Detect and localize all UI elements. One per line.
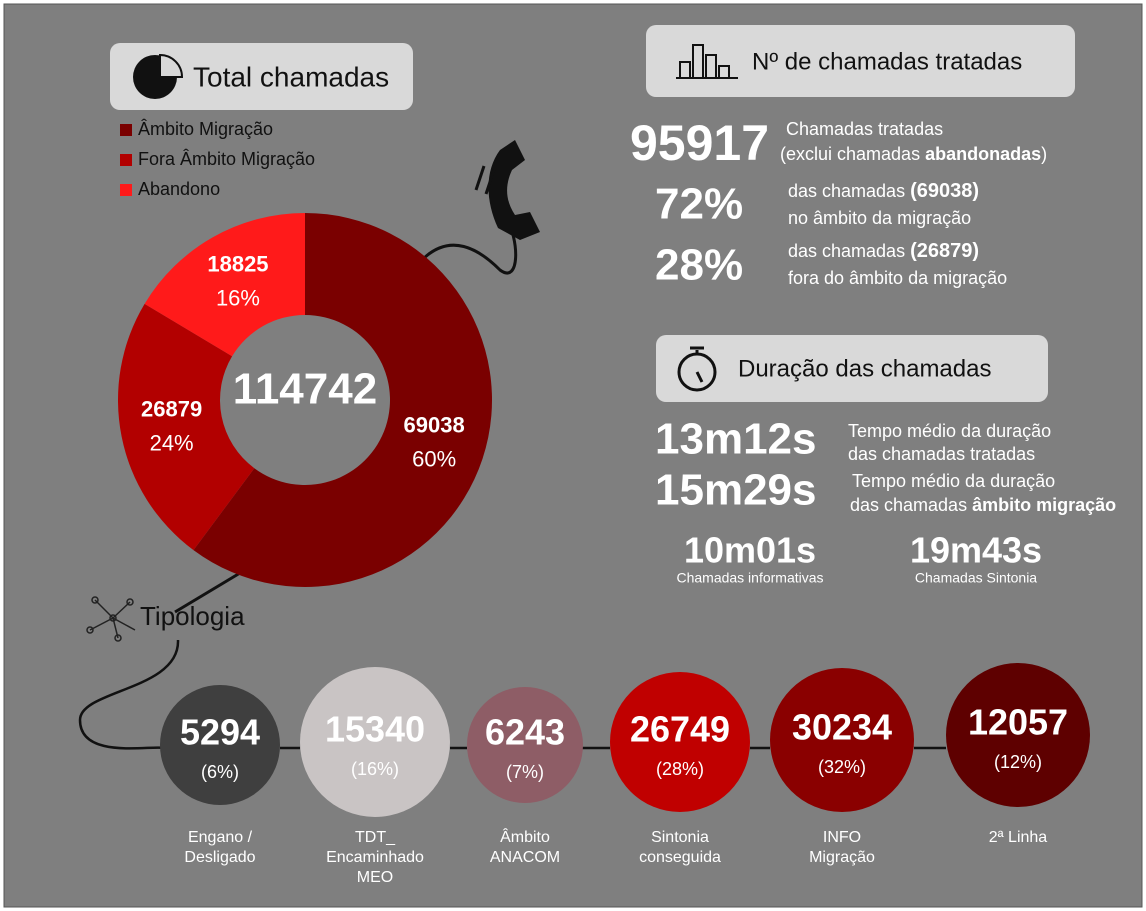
category-percent: (7%) <box>506 762 544 782</box>
text: das chamadas âmbito migração <box>850 495 1116 515</box>
category-percent: (6%) <box>201 762 239 782</box>
category-label: Desligado <box>184 849 255 866</box>
category-label: Encaminhado <box>326 849 424 866</box>
category-percent: (12%) <box>994 752 1042 772</box>
slice-value: 69038 <box>404 413 465 438</box>
text: Tempo médio da duração <box>848 421 1051 441</box>
big-duration: 13m12s <box>655 415 816 464</box>
donut-total: 114742 <box>233 365 377 414</box>
category-value: 15340 <box>325 709 425 750</box>
duration: 10m01s <box>684 530 816 571</box>
legend-swatch <box>120 184 132 196</box>
category-label: Âmbito <box>500 827 550 846</box>
text: fora do âmbito da migração <box>788 268 1007 288</box>
category-percent: (28%) <box>656 759 704 779</box>
text: abandonadas <box>925 144 1041 164</box>
text: Chamadas informativas <box>676 570 823 586</box>
text: (exclui chamadas <box>780 144 925 164</box>
category-label: INFO <box>823 829 861 846</box>
category-label: Engano / <box>188 829 253 846</box>
legend-label: Âmbito Migração <box>138 119 273 139</box>
slice-percent: 60% <box>412 447 456 472</box>
slice-percent: 16% <box>216 285 260 310</box>
text: das chamadas tratadas <box>848 444 1035 464</box>
section-title: Tipologia <box>140 601 245 631</box>
legend-swatch <box>120 124 132 136</box>
chart-title: Total chamadas <box>193 61 389 92</box>
category-value: 26749 <box>630 709 730 750</box>
section-title: Duração das chamadas <box>738 355 991 382</box>
slice-value: 18825 <box>207 251 268 276</box>
category-percent: (16%) <box>351 759 399 779</box>
duration: 19m43s <box>910 530 1042 571</box>
category-label: ANACOM <box>490 849 560 866</box>
slice-value: 26879 <box>141 396 202 421</box>
category-value: 6243 <box>485 712 565 753</box>
text: das chamadas <box>788 181 910 201</box>
big-pct: 72% <box>655 180 743 229</box>
text: no âmbito da migração <box>788 208 971 228</box>
category-value: 12057 <box>968 702 1068 743</box>
text: Chamadas Sintonia <box>915 570 1037 586</box>
category-label: Migração <box>809 849 875 866</box>
text: das chamadas <box>850 495 972 515</box>
big-number: 95917 <box>630 115 769 171</box>
infographic: Total chamadas Âmbito Migração Fora Âmbit… <box>0 0 1146 911</box>
category-value: 30234 <box>792 707 892 748</box>
category-label: 2ª Linha <box>989 829 1048 846</box>
section-title: Nº de chamadas tratadas <box>752 48 1022 75</box>
category-label: TDT_ <box>355 829 396 846</box>
big-pct: 28% <box>655 241 743 290</box>
text: (69038) <box>910 180 979 202</box>
text: Tempo médio da duração <box>852 471 1055 491</box>
slice-percent: 24% <box>150 430 194 455</box>
legend-label: Fora Âmbito Migração <box>138 149 315 169</box>
text: das chamadas (69038) <box>788 180 979 202</box>
category-label: conseguida <box>639 849 721 866</box>
text: ) <box>1041 144 1047 164</box>
text: das chamadas (26879) <box>788 240 979 262</box>
category-value: 5294 <box>180 712 260 753</box>
legend-swatch <box>120 154 132 166</box>
legend-label: Abandono <box>138 179 220 199</box>
category-percent: (32%) <box>818 757 866 777</box>
text: das chamadas <box>788 241 910 261</box>
text: (exclui chamadas abandonadas) <box>780 144 1047 164</box>
text: Chamadas tratadas <box>786 119 943 139</box>
category-label: MEO <box>357 869 393 886</box>
text: (26879) <box>910 240 979 262</box>
text: âmbito migração <box>972 495 1116 515</box>
big-duration: 15m29s <box>655 466 816 515</box>
category-label: Sintonia <box>651 829 709 846</box>
